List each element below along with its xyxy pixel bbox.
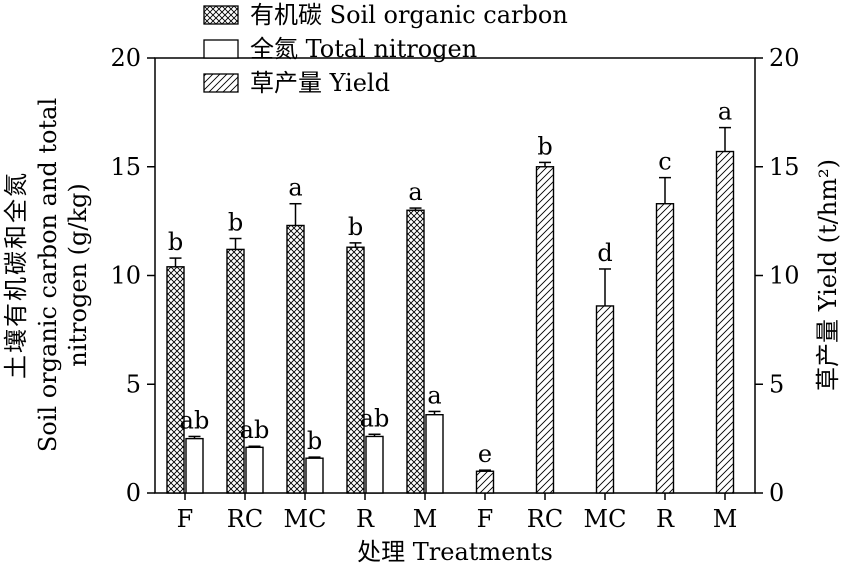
x-axis-tick-labels: F RC MC R M F RC MC R M <box>177 493 738 533</box>
bar-yield <box>475 470 495 494</box>
right-axis-ticks: 0 5 10 15 20 <box>755 44 800 507</box>
x-tick-label: M <box>713 505 738 533</box>
bar-total-nitrogen <box>425 414 444 494</box>
significance-label-soil-organic-carbon: b <box>348 213 363 241</box>
x-tick-label: M <box>413 505 438 533</box>
x-tick-label: MC <box>584 505 627 533</box>
x-tick-label: R <box>656 505 675 533</box>
y-axis-title-left-line-2: Soil organic carbon and total <box>34 98 62 452</box>
bar-yield <box>715 150 735 494</box>
significance-label-total-nitrogen: ab <box>360 404 390 432</box>
bar-total-nitrogen <box>365 435 384 494</box>
significance-label-total-nitrogen: a <box>427 381 441 409</box>
y-left-tick-label: 15 <box>110 153 141 181</box>
legend: 有机碳 Soil organic carbon 全氮 Total nitroge… <box>203 1 568 97</box>
y-right-tick-label: 0 <box>769 479 784 507</box>
legend-label-soil-organic-carbon: 有机碳 Soil organic carbon <box>250 1 568 29</box>
left-axis-ticks: 0 5 10 15 20 <box>110 44 155 507</box>
bar-soil-organic-carbon <box>406 209 425 494</box>
y-right-tick-label: 10 <box>769 262 800 290</box>
y-left-tick-label: 20 <box>110 44 141 72</box>
significance-label-soil-organic-carbon: b <box>228 209 243 237</box>
significance-label-total-nitrogen: ab <box>240 416 270 444</box>
bar-total-nitrogen <box>305 457 324 494</box>
bar-total-nitrogen <box>185 437 204 494</box>
significance-label-total-nitrogen: ab <box>180 406 210 434</box>
y-right-tick-label: 5 <box>769 370 784 398</box>
bar-yield <box>535 166 555 494</box>
x-axis-title: 处理 Treatments <box>357 538 553 565</box>
x-tick-label: RC <box>527 505 563 533</box>
significance-label-yield: c <box>658 148 671 176</box>
significance-label-total-nitrogen: b <box>307 427 322 455</box>
y-right-tick-label: 20 <box>769 44 800 72</box>
legend-swatch-soil-organic-carbon <box>203 5 239 25</box>
legend-label-total-nitrogen: 全氮 Total nitrogen <box>250 35 477 63</box>
bar-total-nitrogen <box>245 446 264 494</box>
x-tick-label: MC <box>284 505 327 533</box>
y-left-tick-label: 10 <box>110 262 141 290</box>
significance-label-soil-organic-carbon: b <box>168 228 183 256</box>
bar-soil-organic-carbon <box>346 246 365 494</box>
legend-swatch-total-nitrogen <box>203 39 239 59</box>
x-tick-label: F <box>177 505 194 533</box>
legend-swatch-yield <box>203 73 239 93</box>
y-axis-title-right: 草产量 Yield (t/hm²) <box>814 159 842 391</box>
y-right-tick-label: 15 <box>769 153 800 181</box>
bar-soil-organic-carbon <box>286 224 305 494</box>
bar-yield <box>595 305 615 494</box>
significance-label-soil-organic-carbon: a <box>408 178 422 206</box>
y-left-tick-label: 0 <box>126 479 141 507</box>
significance-label-yield: e <box>478 440 492 468</box>
x-tick-label: RC <box>227 505 263 533</box>
y-left-tick-label: 5 <box>126 370 141 398</box>
significance-label-yield: d <box>597 239 612 267</box>
x-tick-label: F <box>477 505 494 533</box>
bar-yield <box>655 203 675 494</box>
y-axis-title-left-line-3: nitrogen (g/kg) <box>64 183 92 366</box>
significance-label-soil-organic-carbon: a <box>288 174 302 202</box>
legend-label-yield: 草产量 Yield <box>250 69 390 97</box>
bar-soil-organic-carbon <box>226 248 245 494</box>
significance-label-yield: a <box>718 98 732 126</box>
x-tick-label: R <box>356 505 375 533</box>
significance-label-yield: b <box>537 132 552 160</box>
y-axis-title-left-line-1: 土壤有机碳和全氮 <box>2 171 30 379</box>
bar-soil-organic-carbon <box>166 266 185 494</box>
